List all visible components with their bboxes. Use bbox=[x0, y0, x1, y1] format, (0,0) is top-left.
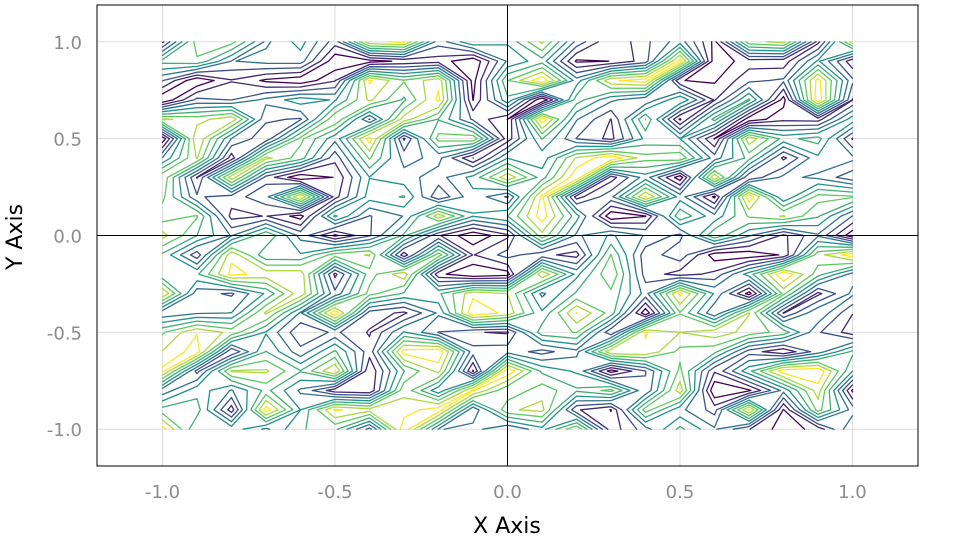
y-tick-labels: -1.0 -0.5 0.0 0.5 1.0 bbox=[47, 33, 82, 441]
y-tick-label: 1.0 bbox=[53, 33, 82, 54]
contour-level-8 bbox=[161, 41, 854, 430]
y-tick-label: 0.0 bbox=[53, 227, 82, 248]
contour-level-5 bbox=[161, 41, 854, 430]
plot-frame bbox=[96, 4, 919, 467]
contour-level-7 bbox=[161, 41, 854, 430]
x-tick-label: -0.5 bbox=[317, 482, 352, 503]
y-tick-label: -1.0 bbox=[47, 420, 82, 441]
y-tick-label: 0.5 bbox=[53, 130, 82, 151]
x-tick-label: -1.0 bbox=[145, 482, 180, 503]
x-tick-labels: -1.0 -0.5 0.0 0.5 1.0 bbox=[145, 482, 867, 503]
zero-axis-lines bbox=[97, 5, 918, 466]
x-tick-label: 0.5 bbox=[666, 482, 695, 503]
x-axis-label: X Axis bbox=[473, 514, 541, 539]
x-tick-label: 1.0 bbox=[838, 482, 867, 503]
contour-level-4 bbox=[161, 41, 854, 430]
contour-level-1 bbox=[161, 41, 854, 430]
x-tick-label: 0.0 bbox=[493, 482, 522, 503]
y-tick-label: -0.5 bbox=[47, 323, 82, 344]
contour-level-6 bbox=[161, 41, 854, 430]
contour-level-2 bbox=[161, 41, 854, 430]
contour-level-3 bbox=[161, 41, 854, 430]
y-axis-label: Y Axis bbox=[3, 204, 28, 271]
contour-lines bbox=[161, 41, 854, 430]
